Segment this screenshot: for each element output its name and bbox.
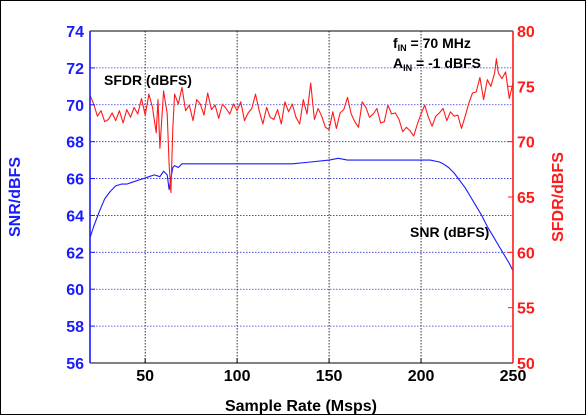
series-layer xyxy=(89,58,514,272)
snr-line xyxy=(89,157,514,272)
y-tick-label-left: 72 xyxy=(66,61,84,78)
y-axis-title-left: SNR/dBFS xyxy=(7,157,24,237)
annotation-ain: AIN = -1 dBFS xyxy=(393,55,481,73)
y-axis-title-right: SFDR/dBFS xyxy=(550,152,567,242)
y-tick-label-left: 58 xyxy=(66,319,84,336)
y-tick-label-right: 55 xyxy=(517,301,535,318)
y-tick-label-left: 62 xyxy=(66,245,84,262)
grid xyxy=(90,31,513,363)
x-tick-label: 50 xyxy=(136,368,154,385)
axes xyxy=(89,30,514,364)
x-tick-label: 100 xyxy=(224,368,251,385)
plot-area xyxy=(90,31,513,363)
y-tick-label-left: 60 xyxy=(66,282,84,299)
x-tick-label: 200 xyxy=(408,368,435,385)
annotation-fin: fIN = 70 MHz xyxy=(393,35,471,53)
x-axis-title: Sample Rate (Msps) xyxy=(225,398,377,415)
y-tick-label-left: 56 xyxy=(66,356,84,373)
sfdr-line xyxy=(89,58,514,194)
y-tick-label-right: 80 xyxy=(517,24,535,41)
y-tick-label-left: 70 xyxy=(66,98,84,115)
y-tick-label-left: 74 xyxy=(66,24,84,41)
y-tick-label-right: 75 xyxy=(517,79,535,96)
y-tick-label-right: 50 xyxy=(517,356,535,373)
y-tick-label-right: 60 xyxy=(517,245,535,262)
y-tick-label-left: 68 xyxy=(66,135,84,152)
x-tick-label: 250 xyxy=(500,368,527,385)
x-tick-label: 150 xyxy=(316,368,343,385)
snr-series-label: SNR (dBFS) xyxy=(410,224,489,240)
y-tick-label-right: 65 xyxy=(517,190,535,207)
sfdr-series-label: SFDR (dBFS) xyxy=(104,72,192,88)
y-tick-label-left: 64 xyxy=(66,208,84,225)
y-tick-label-left: 66 xyxy=(66,172,84,189)
y-tick-label-right: 70 xyxy=(517,135,535,152)
